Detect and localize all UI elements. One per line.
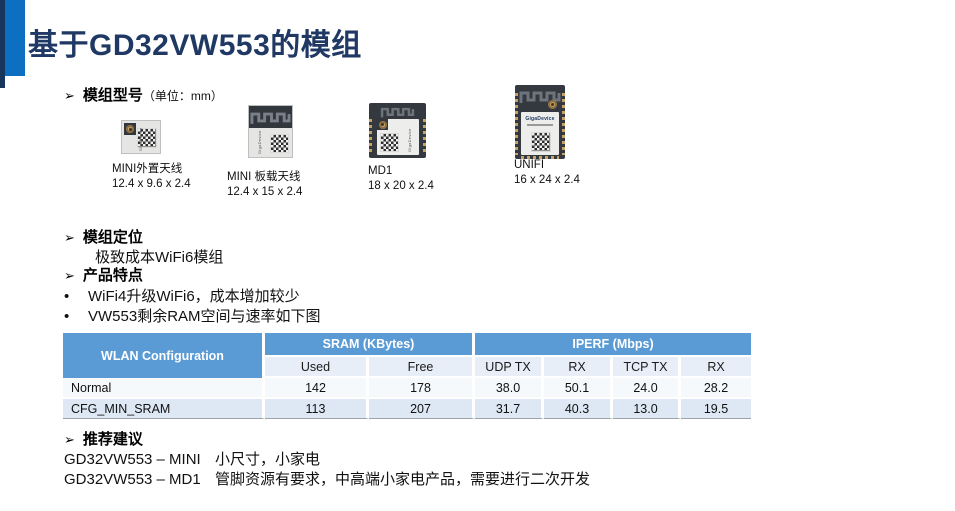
module-microtext: GigaDevice bbox=[257, 130, 262, 154]
module-caption-md1: MD1 18 x 20 x 2.4 bbox=[368, 164, 434, 194]
castellated-pads-left bbox=[515, 93, 518, 155]
ufl-connector-icon bbox=[378, 120, 387, 129]
recommendation-desc: 管脚资源有要求，中高端小家电产品，需要进行二次开发 bbox=[215, 471, 591, 488]
antenna-trace-icon bbox=[519, 91, 561, 103]
module-caption-unifi: UNIFI 16 x 24 x 2.4 bbox=[514, 158, 580, 188]
module-caption-mini-pcb: MINI 板载天线 12.4 x 15 x 2.4 bbox=[227, 170, 302, 200]
module-photo-mini-ext-antenna: GigaDevice bbox=[121, 120, 161, 154]
module-size: 12.4 x 15 x 2.4 bbox=[227, 186, 303, 198]
dot-bullet-icon: • bbox=[64, 308, 70, 325]
table-group-sram: SRAM (KBytes) bbox=[265, 333, 475, 357]
positioning-body: 极致成本WiFi6模组 bbox=[95, 249, 224, 266]
recommendation-line-md1: GD32VW553 – MD1 管脚资源有要求，中高端小家电产品，需要进行二次开发 bbox=[64, 468, 590, 489]
feature-text: VW553剩余RAM空间与速率如下图 bbox=[88, 308, 321, 325]
castellated-pads-right bbox=[423, 119, 426, 155]
section-recommendation-heading: ➢ 推荐建议 bbox=[64, 428, 143, 449]
module-name: MD1 bbox=[368, 165, 393, 177]
feature-text: WiFi4升级WiFi6，成本增加较少 bbox=[88, 288, 300, 305]
col-header-udp-tx: UDP TX bbox=[475, 357, 544, 378]
config-cell: CFG_MIN_SRAM bbox=[63, 399, 265, 419]
recommendation-desc: 小尺寸，小家电 bbox=[215, 451, 321, 468]
value-cell: 38.0 bbox=[475, 378, 544, 399]
table-group-iperf: IPERF (Mbps) bbox=[475, 333, 751, 357]
value-cell: 40.3 bbox=[544, 399, 613, 419]
value-cell: 19.5 bbox=[681, 399, 751, 419]
antenna-trace-icon bbox=[250, 112, 291, 124]
accent-strip-navy bbox=[0, 0, 5, 88]
qr-code-icon bbox=[380, 133, 399, 152]
recommendation-line-mini: GD32VW553 – MINI 小尺寸，小家电 bbox=[64, 448, 320, 469]
arrow-bullet-icon: ➢ bbox=[64, 88, 75, 103]
rf-shield-block bbox=[377, 119, 388, 130]
value-cell: 24.0 bbox=[613, 378, 681, 399]
module-caption-mini-ext: MINI外置天线 12.4 x 9.6 x 2.4 bbox=[112, 162, 191, 192]
arrow-bullet-icon: ➢ bbox=[64, 230, 75, 245]
ufl-connector-icon bbox=[548, 100, 557, 109]
page-title: 基于GD32VW553的模组 bbox=[28, 29, 362, 62]
value-cell: 28.2 bbox=[681, 378, 751, 399]
section-features-heading: ➢ 产品特点 bbox=[64, 264, 143, 285]
accent-bar-blue bbox=[5, 0, 25, 76]
table-corner-header: WLAN Configuration bbox=[63, 333, 265, 378]
col-header-used: Used bbox=[265, 357, 369, 378]
module-size: 16 x 24 x 2.4 bbox=[514, 174, 580, 186]
module-photo-md1: GigaDevice bbox=[369, 103, 426, 158]
value-cell: 31.7 bbox=[475, 399, 544, 419]
module-name: UNIFI bbox=[514, 159, 545, 171]
brand-label: GigaDevice bbox=[525, 116, 555, 122]
value-cell: 50.1 bbox=[544, 378, 613, 399]
section-positioning-heading: ➢ 模组定位 bbox=[64, 226, 143, 247]
arrow-bullet-icon: ➢ bbox=[64, 432, 75, 447]
module-size: 12.4 x 9.6 x 2.4 bbox=[112, 178, 191, 190]
value-cell: 113 bbox=[265, 399, 369, 419]
table-group-header-row: WLAN Configuration SRAM (KBytes) IPERF (… bbox=[63, 333, 751, 378]
config-cell: Normal bbox=[63, 378, 265, 399]
section-models-heading: ➢ 模组型号（单位：mm） bbox=[64, 84, 223, 105]
table-row-normal: Normal 142 178 38.0 50.1 24.0 28.2 bbox=[63, 378, 751, 399]
col-header-udp-rx: RX bbox=[544, 357, 613, 378]
features-heading-label: 产品特点 bbox=[82, 267, 143, 284]
module-label: GigaDevice bbox=[521, 112, 559, 155]
models-heading-label: 模组型号 bbox=[82, 87, 143, 104]
models-unit-note: （单位：mm） bbox=[142, 89, 223, 103]
feature-item: • VW553剩余RAM空间与速率如下图 bbox=[64, 305, 321, 326]
recommendation-heading-label: 推荐建议 bbox=[82, 431, 143, 448]
castellated-pads-right bbox=[562, 93, 565, 155]
wlan-performance-table: WLAN Configuration SRAM (KBytes) IPERF (… bbox=[63, 333, 751, 419]
module-microtext: GigaDevice bbox=[138, 127, 143, 151]
qr-code-icon bbox=[270, 134, 289, 153]
module-photo-unifi: GigaDevice bbox=[515, 85, 565, 159]
qr-code-icon bbox=[531, 132, 551, 152]
col-header-tcp-rx: RX bbox=[681, 357, 751, 378]
table-row-cfg-min-sram: CFG_MIN_SRAM 113 207 31.7 40.3 13.0 19.5 bbox=[63, 399, 751, 419]
value-cell: 178 bbox=[369, 378, 475, 399]
castellated-pads-bottom bbox=[521, 156, 559, 159]
module-name: MINI 板载天线 bbox=[227, 171, 301, 183]
microtext-line bbox=[526, 124, 554, 126]
qr-code-icon bbox=[137, 128, 157, 148]
antenna-trace-icon bbox=[380, 107, 415, 118]
ufl-connector-icon bbox=[126, 125, 134, 133]
positioning-heading-label: 模组定位 bbox=[82, 229, 143, 246]
module-size: 18 x 20 x 2.4 bbox=[368, 180, 434, 192]
col-header-tcp-tx: TCP TX bbox=[613, 357, 681, 378]
module-microtext: GigaDevice bbox=[407, 128, 412, 152]
castellated-pads-left bbox=[369, 119, 372, 155]
rf-shield-block bbox=[124, 123, 136, 135]
value-cell: 142 bbox=[265, 378, 369, 399]
value-cell: 13.0 bbox=[613, 399, 681, 419]
value-cell: 207 bbox=[369, 399, 475, 419]
recommended-model: GD32VW553 – MD1 bbox=[64, 471, 201, 488]
table-sub-header-row: Used Free UDP TX RX TCP TX RX bbox=[63, 357, 751, 378]
feature-item: • WiFi4升级WiFi6，成本增加较少 bbox=[64, 285, 300, 306]
dot-bullet-icon: • bbox=[64, 288, 70, 305]
arrow-bullet-icon: ➢ bbox=[64, 268, 75, 283]
module-name: MINI外置天线 bbox=[112, 163, 183, 175]
recommended-model: GD32VW553 – MINI bbox=[64, 451, 201, 468]
module-photo-mini-pcb-antenna: GigaDevice bbox=[248, 105, 293, 158]
antenna-area bbox=[249, 106, 292, 128]
col-header-free: Free bbox=[369, 357, 475, 378]
module-label: GigaDevice bbox=[377, 119, 419, 155]
